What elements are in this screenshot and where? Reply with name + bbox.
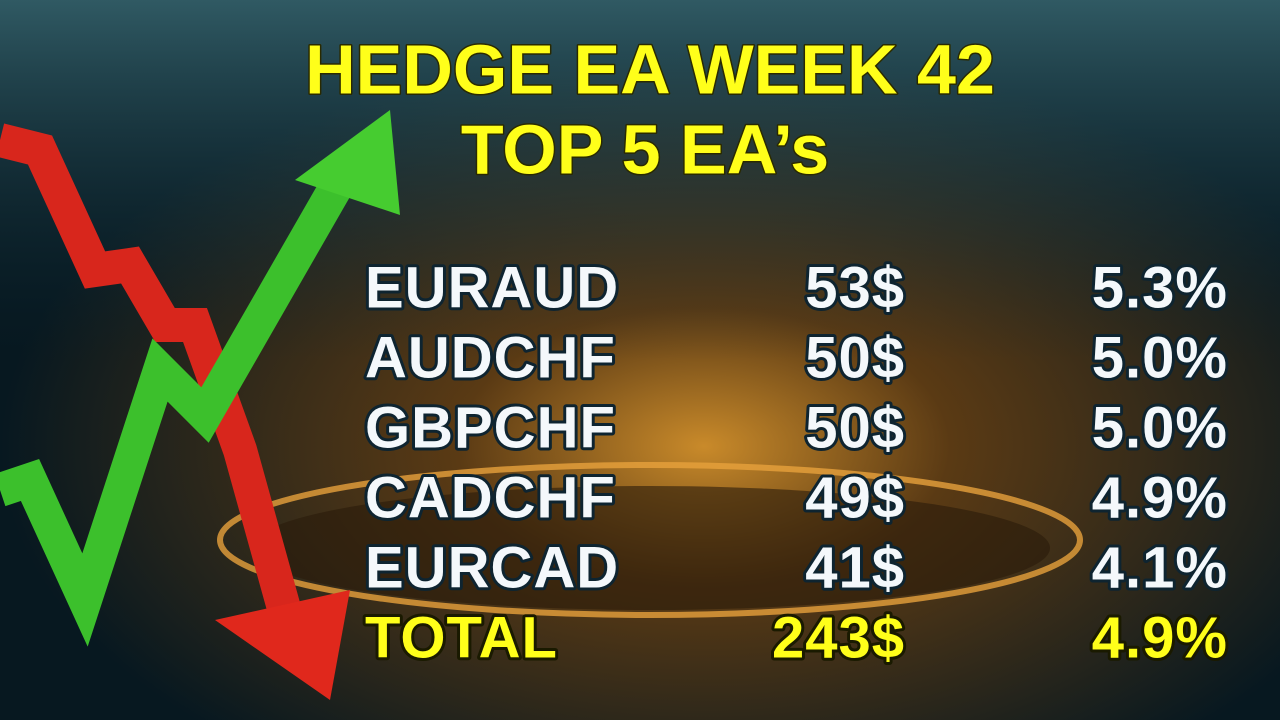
pair: CADCHF bbox=[365, 465, 616, 530]
profit: 50$ bbox=[805, 325, 905, 390]
platform-ring bbox=[217, 462, 1083, 618]
red-arrow bbox=[0, 123, 350, 700]
pair: EURCAD bbox=[365, 535, 619, 600]
table: EURAUD 53$ 5.3% AUDCHF 50$ 5.0% GBPCHF 50$ 5.0% C… bbox=[362, 252, 1230, 673]
percent: 5.0% bbox=[1092, 395, 1228, 460]
percent: 4.9% bbox=[1092, 605, 1228, 670]
percent: 4.1% bbox=[1092, 535, 1228, 600]
profit: 41$ bbox=[805, 535, 905, 600]
platform bbox=[250, 486, 1050, 610]
title-line: TOP 5 EA’s bbox=[461, 110, 829, 188]
pair: TOTAL bbox=[365, 605, 558, 670]
profit: 53$ bbox=[805, 255, 905, 320]
profit: 49$ bbox=[805, 465, 905, 530]
green-arrow bbox=[0, 110, 400, 647]
profit: 50$ bbox=[805, 395, 905, 460]
percent: 5.3% bbox=[1092, 255, 1228, 320]
profit: 243$ bbox=[772, 605, 905, 670]
title-line: HEDGE EA WEEK 42 bbox=[305, 30, 995, 108]
pair: GBPCHF bbox=[365, 395, 616, 460]
percent: 4.9% bbox=[1092, 465, 1228, 530]
pair: AUDCHF bbox=[365, 325, 616, 390]
percent: 5.0% bbox=[1092, 325, 1228, 390]
pair: EURAUD bbox=[365, 255, 619, 320]
